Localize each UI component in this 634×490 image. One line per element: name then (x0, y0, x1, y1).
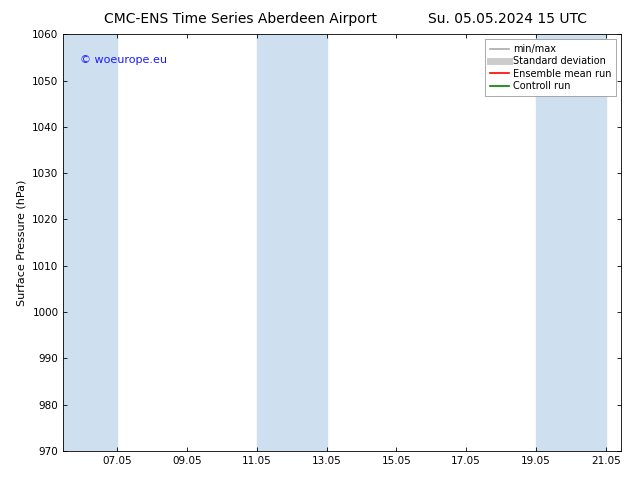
Text: © woeurope.eu: © woeurope.eu (80, 55, 167, 65)
Bar (536, 34, 605, 451)
Legend: min/max, Standard deviation, Ensemble mean run, Controll run: min/max, Standard deviation, Ensemble me… (485, 39, 616, 96)
Bar (257, 34, 327, 451)
Text: Su. 05.05.2024 15 UTC: Su. 05.05.2024 15 UTC (428, 12, 586, 26)
Y-axis label: Surface Pressure (hPa): Surface Pressure (hPa) (16, 179, 27, 306)
Bar (63, 34, 117, 451)
Text: CMC-ENS Time Series Aberdeen Airport: CMC-ENS Time Series Aberdeen Airport (105, 12, 377, 26)
